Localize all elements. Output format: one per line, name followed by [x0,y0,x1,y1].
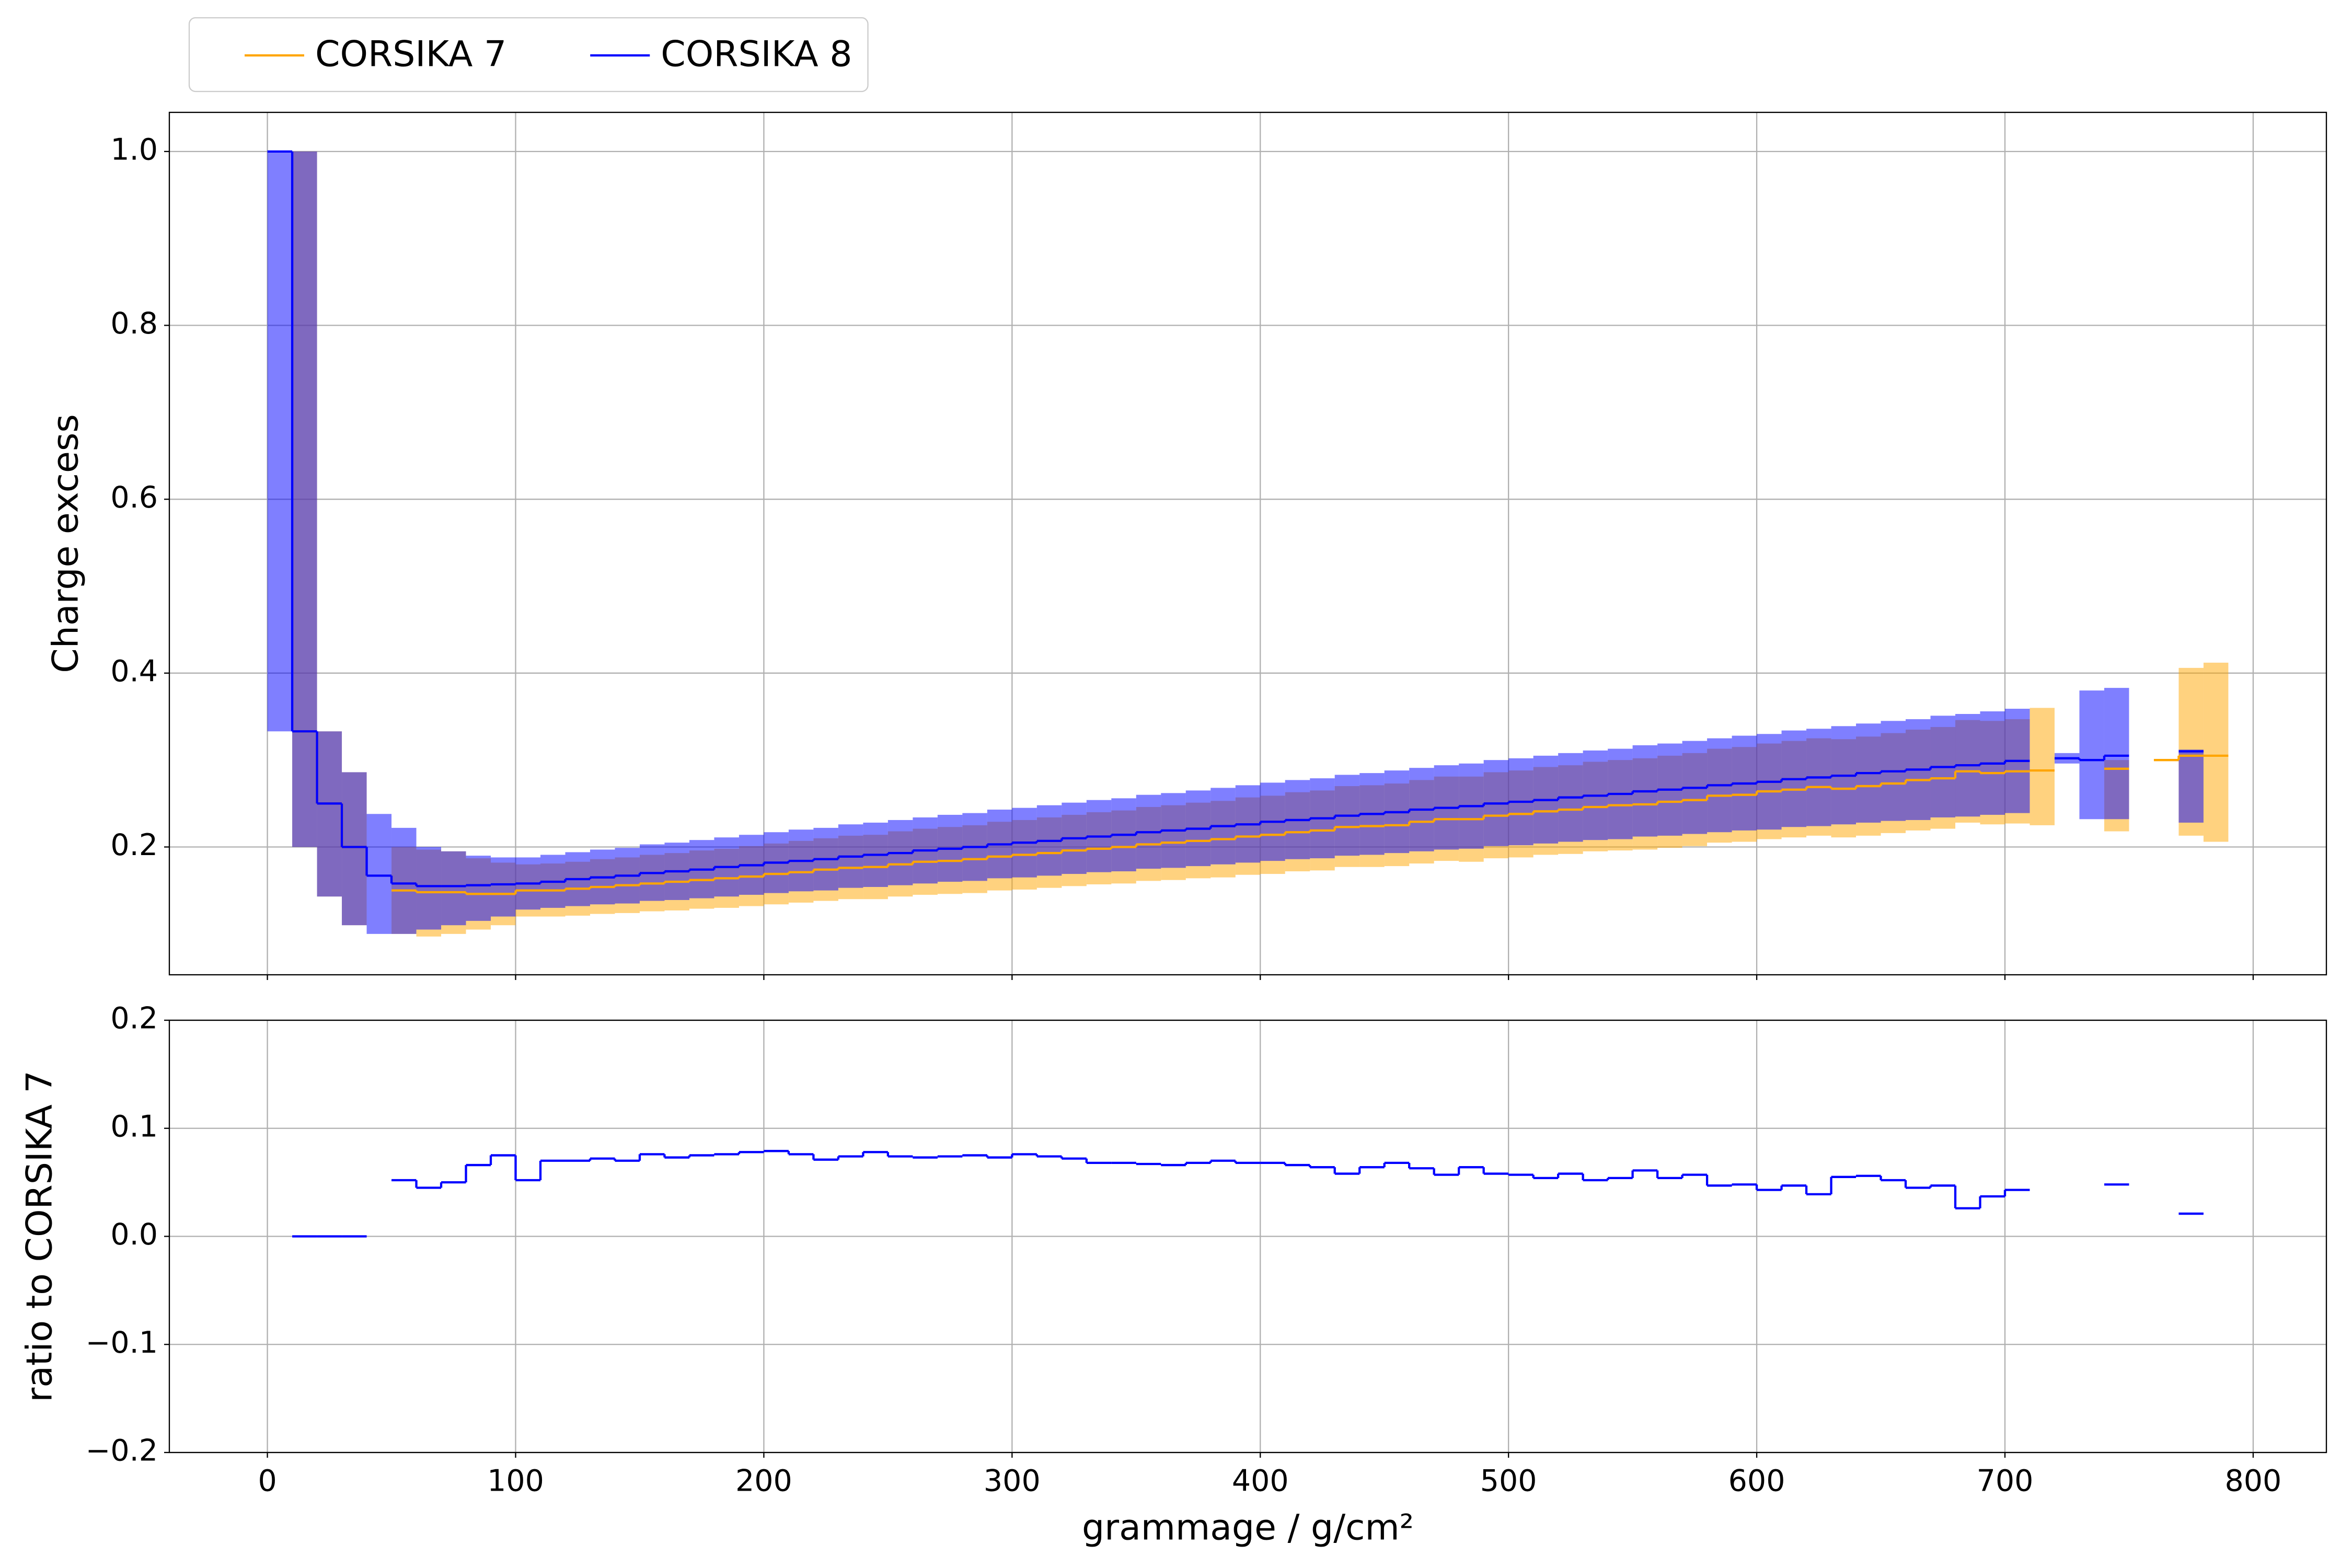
y-tick-label: 0.4 [110,654,158,688]
y-tick-label: 0.1 [110,1109,158,1144]
error-band [2104,688,2129,820]
error-band [391,827,417,934]
error-band [2079,690,2104,820]
error-band [292,151,317,847]
error-band [366,814,392,934]
y-tick-label: 1.0 [110,132,158,167]
y-tick-label: −0.1 [86,1325,158,1360]
error-band [441,851,466,926]
y-tick-label: 0.8 [110,306,158,341]
axes-frame [168,1019,2327,1454]
error-band [342,772,367,926]
y-tick-label: 0.0 [110,1217,158,1252]
error-band [2030,708,2055,825]
legend-label: CORSIKA 7 [315,34,506,75]
y-tick-label: 0.6 [110,480,158,515]
x-tick-label: 400 [1232,1464,1289,1498]
x-tick-label: 200 [735,1464,792,1498]
x-tick-label: 700 [1977,1464,2034,1498]
error-band [2178,750,2204,823]
x-tick-label: 300 [984,1464,1041,1498]
error-band [466,856,491,921]
y-tick-label: 0.2 [110,828,158,862]
x-tick-label: 500 [1480,1464,1537,1498]
legend-label: CORSIKA 8 [661,34,852,75]
legend-box [188,17,869,93]
y-axis-label: Charge excess [45,414,87,673]
y-tick-label: 0.2 [110,1001,158,1036]
x-tick-label: 800 [2225,1464,2282,1498]
error-band [2203,662,2229,842]
x-axis-label: grammage / g/cm² [1082,1507,1414,1549]
axes-frame [168,111,2327,976]
error-band [416,847,442,930]
error-band [491,857,516,917]
x-tick-label: 0 [258,1464,276,1498]
y-axis-label: ratio to CORSIKA 7 [19,1070,61,1402]
y-tick-label: −0.2 [86,1434,158,1468]
error-band [267,151,293,732]
plot-area [292,1150,2204,1238]
plot-area [267,150,2229,937]
x-tick-label: 100 [487,1464,544,1498]
x-tick-label: 600 [1728,1464,1785,1498]
error-band [317,731,342,897]
